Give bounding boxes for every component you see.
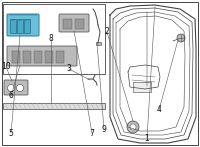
Bar	[24, 19, 30, 33]
Circle shape	[177, 34, 185, 42]
FancyBboxPatch shape	[7, 14, 39, 36]
Bar	[34, 51, 42, 63]
Text: 3: 3	[67, 64, 71, 73]
Bar	[3, 4, 105, 74]
Bar	[133, 82, 151, 92]
FancyBboxPatch shape	[7, 46, 77, 66]
Text: 1: 1	[145, 134, 149, 143]
Text: 8: 8	[49, 34, 53, 43]
Text: 7: 7	[90, 128, 94, 138]
Bar	[96, 42, 101, 45]
Bar	[75, 19, 84, 29]
FancyBboxPatch shape	[59, 14, 89, 32]
Circle shape	[17, 85, 24, 91]
Bar	[17, 19, 23, 33]
Bar	[45, 51, 53, 63]
FancyBboxPatch shape	[4, 80, 28, 95]
Bar	[63, 19, 72, 29]
Bar	[10, 19, 16, 33]
Bar	[23, 51, 31, 63]
Bar	[12, 51, 20, 63]
Text: 9: 9	[102, 125, 106, 134]
Text: 2: 2	[105, 27, 109, 36]
Text: 4: 4	[157, 105, 161, 114]
Circle shape	[8, 85, 15, 91]
Text: 10: 10	[1, 62, 11, 71]
Circle shape	[130, 124, 136, 130]
Bar	[56, 51, 64, 63]
Text: 5: 5	[9, 128, 13, 138]
Circle shape	[127, 121, 139, 133]
Text: 6: 6	[9, 91, 13, 100]
Bar	[3, 103, 105, 109]
